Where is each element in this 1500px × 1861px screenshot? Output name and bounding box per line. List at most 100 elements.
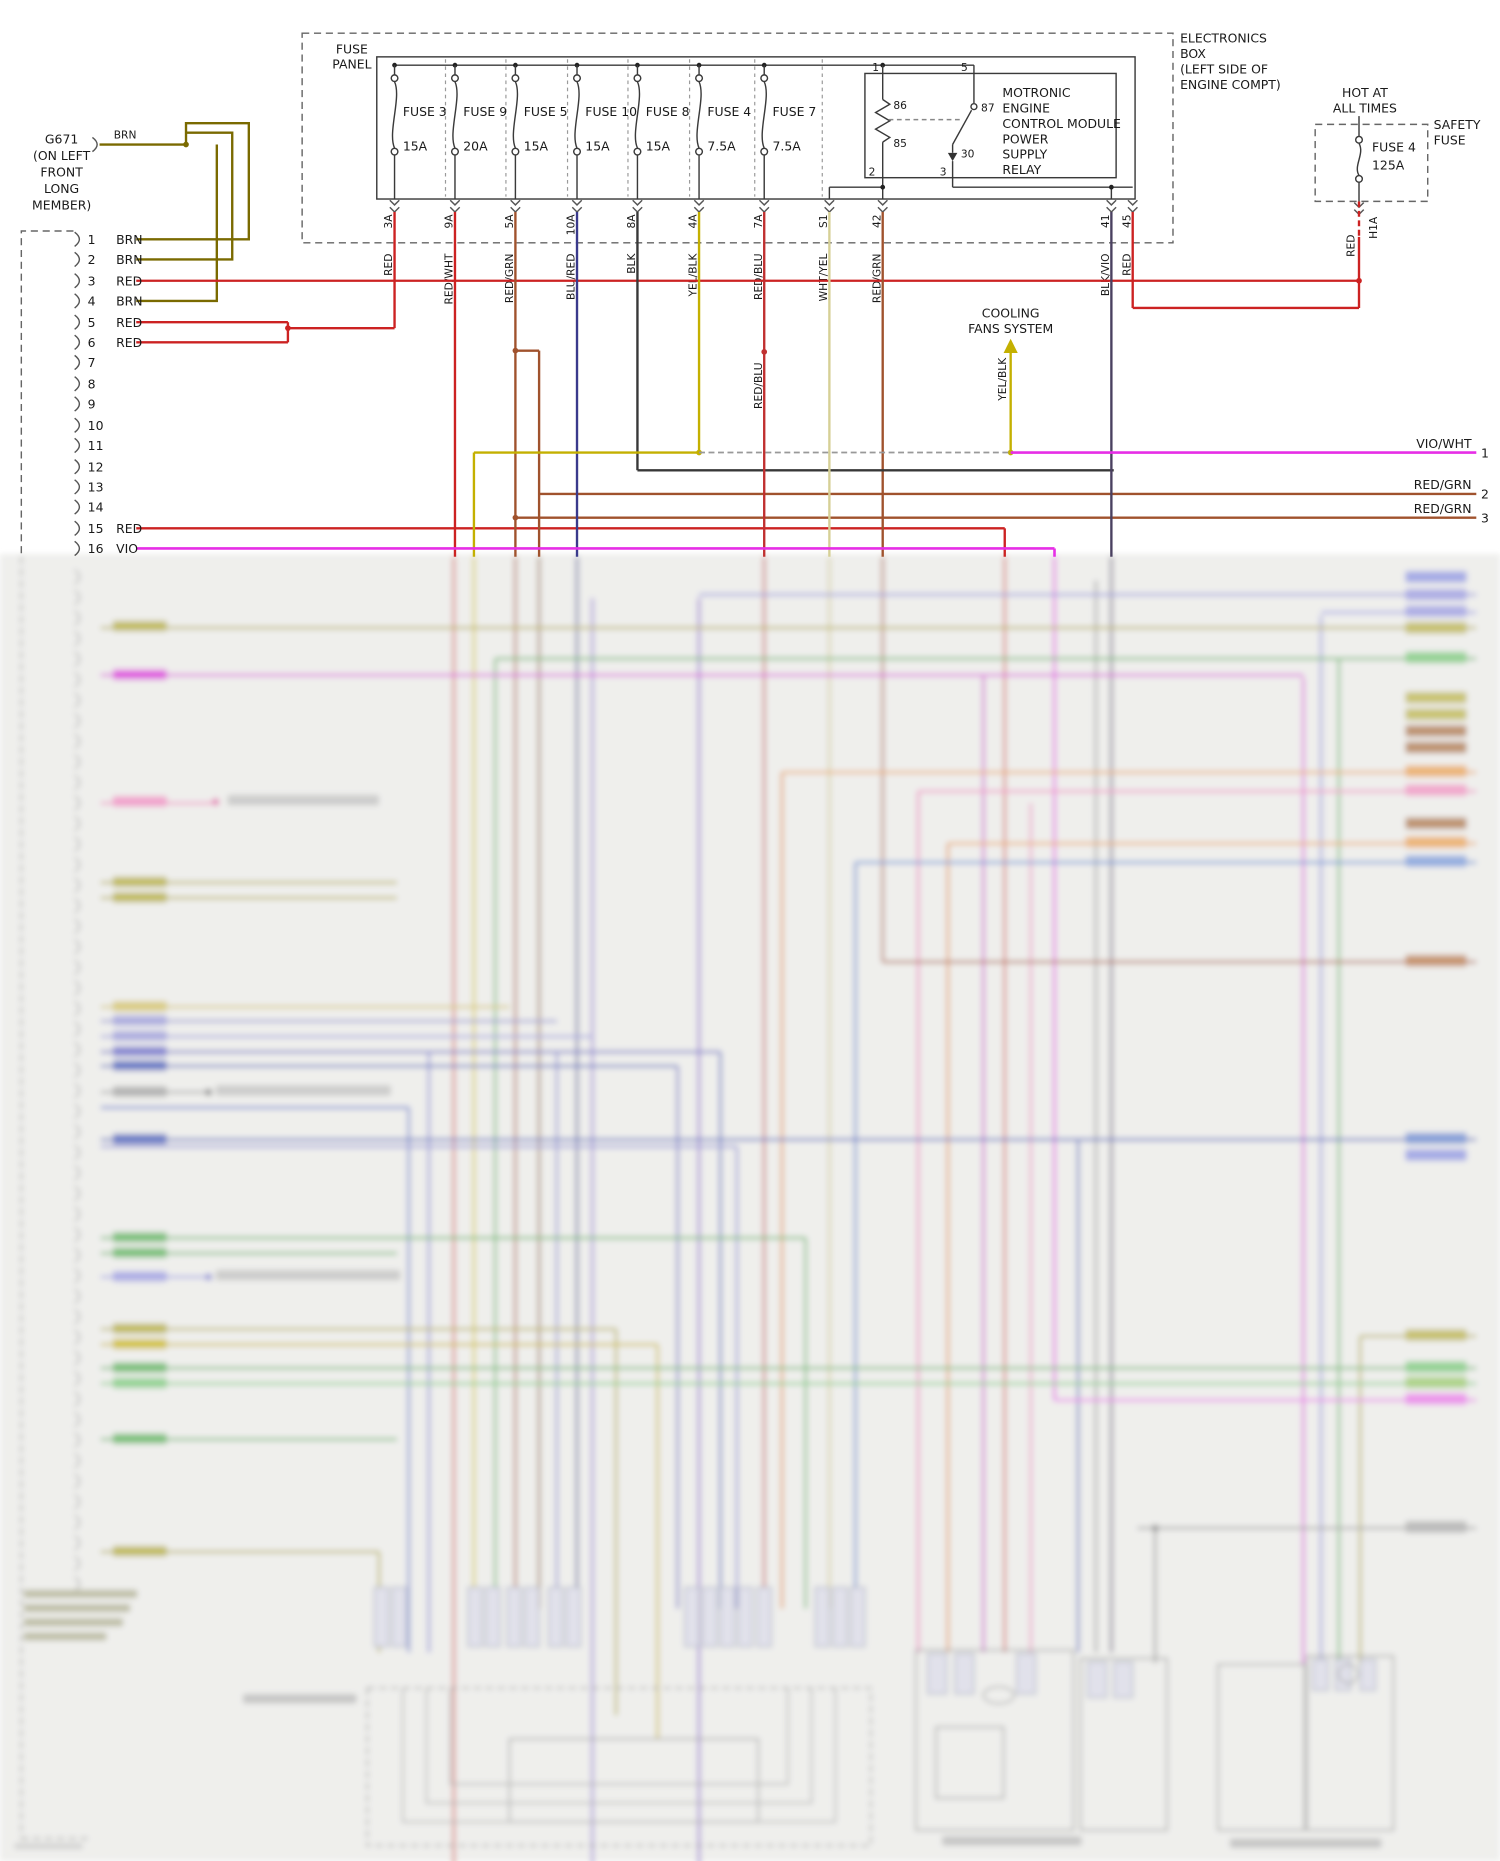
blurred-label — [1405, 1393, 1467, 1405]
safety-fuse-label: FUSE — [1434, 133, 1466, 148]
wire-color-label: BLK — [625, 253, 638, 274]
fuse-8-symbol — [633, 65, 642, 200]
blurred-pin-arc — [74, 1124, 81, 1140]
pin-number: 10 — [88, 418, 104, 433]
pin-wire-color: BRN — [116, 252, 142, 267]
blurred-pin-arc — [74, 1083, 81, 1099]
junction-dot — [1007, 449, 1014, 456]
exit-chevrons — [389, 199, 1365, 216]
blurred-pin-arc — [74, 733, 81, 749]
exit-terminal: 5A — [503, 214, 516, 229]
exit-terminal: 41 — [1099, 214, 1112, 228]
blurred-connector-block — [954, 1653, 975, 1695]
fuse-amps: 20A — [463, 138, 488, 153]
blurred-connector-block — [485, 1586, 501, 1648]
blurred-pin-arc — [74, 630, 81, 647]
electronics-box-outline — [301, 32, 1174, 244]
yel-blk-label: YEL/BLK — [996, 357, 1009, 402]
blurred-pin-arc — [74, 1226, 81, 1243]
fuse-amps: 15A — [524, 138, 549, 153]
blurred-label — [23, 1632, 107, 1641]
blurred-pin-arc — [74, 651, 81, 667]
blurred-label — [1405, 1329, 1467, 1341]
red-wires — [136, 201, 1362, 557]
exit-terminal: 3A — [382, 214, 395, 229]
blurred-label — [1229, 1838, 1382, 1848]
fuse-amps: 15A — [646, 138, 671, 153]
blurred-label — [112, 1433, 168, 1445]
fuse-separators — [444, 59, 823, 197]
blurred-connector-block — [1087, 1661, 1108, 1699]
blurred-pin-arc — [74, 671, 81, 688]
blurred-connector-block — [1113, 1661, 1134, 1699]
fuse-name: FUSE 3 — [403, 104, 447, 119]
blurred-pin-arc — [74, 898, 81, 914]
blurred-pin-arc — [74, 980, 81, 996]
blurred-junction-dot — [211, 798, 220, 806]
blurred-pin-arc — [74, 589, 81, 606]
pin-number: 12 — [88, 459, 104, 474]
pin-number: 5 — [88, 315, 96, 330]
ground-label: LONG — [44, 181, 79, 196]
blk-wire — [636, 212, 1114, 472]
blurred-connector-block — [737, 1586, 753, 1648]
pin-number: 13 — [88, 480, 104, 495]
relay-armature — [951, 109, 973, 145]
blurred-component-box — [915, 1649, 1075, 1832]
blurred-component-box — [1217, 1663, 1306, 1832]
blurred-connector-block — [702, 1586, 718, 1648]
blurred-connector-block — [467, 1586, 483, 1648]
blurred-connector-block — [506, 1586, 522, 1648]
red-grn-wires — [512, 212, 1477, 557]
blurred-connector-block — [832, 1586, 848, 1648]
blurred-component-box — [1306, 1655, 1395, 1832]
relay-pin-30: 30 — [961, 148, 975, 161]
blurred-pin-arc — [74, 1329, 81, 1346]
fuse-name: FUSE 8 — [646, 104, 690, 119]
blurred-connector-block — [373, 1586, 390, 1648]
blurred-label — [1405, 708, 1467, 721]
relay-label: SUPPLY — [1002, 147, 1047, 162]
blurred-label — [941, 1836, 1082, 1846]
blurred-label — [1405, 855, 1467, 868]
blurred-pin-arc — [74, 795, 81, 811]
blurred-pin-arc — [74, 692, 81, 708]
relay-label: MOTRONIC — [1002, 85, 1070, 100]
fuse-panel-label: FUSE — [336, 41, 368, 56]
blurred-label — [14, 1843, 83, 1850]
pin-number: 3 — [88, 273, 96, 288]
blurred-label — [112, 1060, 168, 1071]
blurred-label — [1405, 1361, 1467, 1373]
pin-number: 11 — [88, 438, 104, 453]
hot-at-label: ALL TIMES — [1333, 101, 1397, 116]
blurred-label — [1405, 724, 1467, 737]
blurred-pin-arc — [74, 1021, 81, 1037]
blurred-label — [112, 1133, 168, 1145]
blurred-label — [1405, 1521, 1467, 1533]
junction-dot — [512, 514, 519, 521]
blurred-connector-block — [927, 1653, 948, 1695]
wire-color-label: RED — [1120, 254, 1133, 276]
blurred-label — [1405, 621, 1467, 634]
blurred-pin-arc — [74, 959, 81, 976]
blurred-connector-block — [547, 1586, 564, 1648]
blurred-label — [112, 669, 168, 680]
fuse-name: FUSE 5 — [524, 104, 568, 119]
junction-dot — [1356, 277, 1362, 284]
wire-color-label: RED — [382, 254, 395, 276]
blurred-pin-arc — [74, 1494, 81, 1510]
blurred-pin-arc — [74, 1370, 81, 1387]
fuse-amps: 15A — [585, 138, 610, 153]
blurred-label — [1405, 765, 1467, 778]
relay-internals — [828, 65, 1133, 200]
junction-dot — [512, 347, 519, 354]
blurred-label — [1405, 1376, 1467, 1389]
blurred-label — [1405, 605, 1467, 618]
electronics-box-label: ENGINE COMPT) — [1180, 77, 1281, 92]
pin-wire-color: RED — [116, 521, 142, 536]
blurred-label — [112, 1545, 168, 1557]
wire-color-label: BLK/VIO — [1099, 254, 1112, 297]
ground-label: FRONT — [40, 165, 83, 180]
fuse-3-symbol — [390, 65, 399, 200]
relay-label: POWER — [1002, 131, 1048, 146]
